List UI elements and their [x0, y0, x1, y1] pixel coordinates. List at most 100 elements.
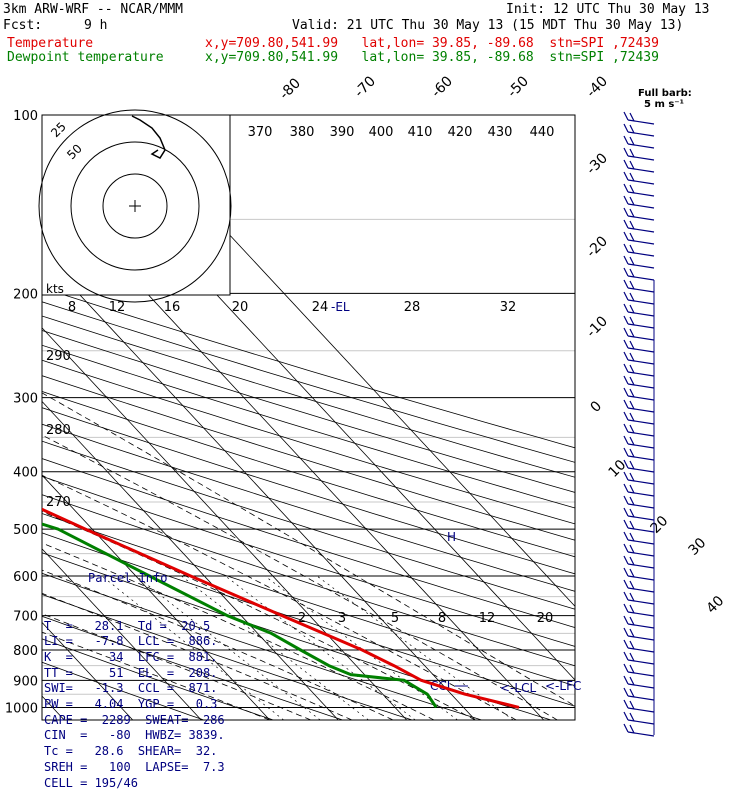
wind-barb — [623, 123, 655, 137]
pressure-label-1000: 1000 — [5, 701, 38, 716]
lfc-label: <-LFC — [545, 679, 581, 693]
wind-barb — [623, 555, 655, 569]
wind-barb — [623, 195, 655, 209]
mixing-ratio-top-label-32: 32 — [500, 300, 517, 315]
pressure-label-300: 300 — [13, 392, 38, 407]
theta-label-380: 380 — [290, 125, 315, 140]
hodograph-ring-0 — [102, 173, 168, 239]
parcel-info-row: CIN = -80 HWBZ= 3839. — [44, 728, 225, 743]
dry-adiabat-350 — [42, 458, 575, 629]
mixing-ratio-top-label-12: 12 — [109, 300, 126, 315]
dry-adiabat-430 — [42, 330, 575, 493]
theta-label-390: 390 — [330, 125, 355, 140]
wind-barb — [623, 567, 655, 581]
isotherm-label-20: 20 — [648, 513, 672, 537]
wind-barb — [623, 159, 655, 173]
mixing-ratio-top-label-24: 24 — [312, 300, 329, 315]
el-label: -EL — [331, 300, 350, 314]
isotherm--10 — [42, 474, 271, 720]
dry-adiabat-290 — [42, 572, 482, 720]
wind-barb — [623, 363, 655, 377]
wind-barb — [623, 411, 655, 425]
isotherm-label--50: -50 — [505, 73, 532, 100]
init-time: Init: 12 UTC Thu 30 May 13 — [506, 2, 710, 17]
dry-adiabat-420 — [42, 344, 575, 509]
barb-legend-line1: Full barb: — [638, 88, 692, 99]
parcel-info-row: SREH = 100 LAPSE= 7.3 — [44, 759, 225, 774]
wind-barb — [623, 615, 655, 629]
isotherm-label--20: -20 — [584, 233, 611, 260]
theta-side-label-280: 280 — [46, 423, 71, 438]
mixing-ratio-top-label-16: 16 — [164, 300, 181, 315]
moist-adiabat-32 — [42, 434, 558, 720]
temperature-profile — [42, 507, 520, 709]
dry-adiabat-250 — [42, 661, 204, 720]
mixing-ratio-2 — [101, 575, 284, 720]
wind-barb — [623, 111, 655, 125]
dry-adiabat-360 — [42, 440, 575, 610]
theta-label-440: 440 — [530, 125, 555, 140]
isotherm-label-30: 30 — [686, 535, 710, 559]
moist-adiabat-26 — [42, 474, 517, 720]
wind-barb — [623, 651, 655, 665]
temperature-location: x,y=709.80,541.99 lat,lon= 39.85, -89.68… — [205, 36, 659, 51]
moist-adiabat-14 — [42, 542, 435, 720]
wind-barb — [623, 339, 655, 353]
wind-barb — [623, 207, 655, 221]
parcel-info-row: K = 34 LFC = 881. — [44, 649, 218, 664]
isotherm-label-40: 40 — [704, 593, 728, 617]
isotherm-label--30: -30 — [584, 150, 611, 177]
dry-adiabat-330 — [42, 494, 575, 667]
pressure-label-500: 500 — [13, 523, 38, 538]
wind-barb — [623, 687, 655, 701]
wind-barb — [623, 543, 655, 557]
parcel-info-row: T = 28.1 Td = 20.5 — [44, 618, 211, 633]
wind-barb — [623, 423, 655, 437]
pressure-label-600: 600 — [13, 570, 38, 585]
isotherm-0 — [42, 400, 339, 720]
moist-adiabat--10 — [42, 631, 270, 720]
wind-barb — [623, 399, 655, 413]
wind-barb — [623, 291, 655, 305]
dewpoint-legend: Dewpoint temperature — [7, 50, 164, 65]
theta-label-420: 420 — [448, 125, 473, 140]
hodograph-units: kts — [46, 282, 64, 296]
mixing-ratio-top-label-28: 28 — [404, 300, 421, 315]
parcel-info-row: CAPE = 2289 SWEAT= 286 — [44, 712, 225, 727]
theta-side-label-270: 270 — [46, 495, 71, 510]
wind-barb — [623, 231, 655, 245]
wind-barb — [623, 483, 655, 497]
dry-adiabat-280 — [42, 593, 413, 720]
pressure-label-200: 200 — [13, 287, 38, 302]
isotherm-label--10: -10 — [584, 313, 611, 340]
wind-barb — [623, 603, 655, 617]
mixing-ratio-low-label-12: 12 — [479, 611, 496, 626]
theta-label-430: 430 — [488, 125, 513, 140]
wind-barb — [623, 135, 655, 149]
parcel-info-row: SWI= -1.3 CCL = 871. — [44, 681, 218, 696]
hodograph-ring-2 — [38, 109, 232, 303]
moist-adiabat-2 — [42, 592, 353, 720]
wind-barb — [623, 699, 655, 713]
wind-barb — [623, 591, 655, 605]
dry-adiabat-260 — [42, 638, 274, 720]
isotherm-label-0: 0 — [588, 398, 606, 416]
mixing-ratio-low-label-2: 2 — [298, 611, 306, 626]
theta-side-label-290: 290 — [46, 349, 71, 364]
wind-barb — [623, 723, 655, 737]
wind-barb — [623, 531, 655, 545]
valid-time: Valid: 21 UTC Thu 30 May 13 (15 MDT Thu … — [292, 18, 684, 33]
parcel-info-row: TT = 51 EL = 208. — [44, 665, 218, 680]
mixing-ratio-top-label-8: 8 — [68, 300, 76, 315]
dry-adiabat-270 — [42, 615, 343, 720]
dry-adiabat-310 — [42, 532, 575, 707]
wind-barb — [623, 663, 655, 677]
dry-adiabat-440 — [42, 315, 575, 478]
dry-adiabat-370 — [42, 423, 575, 592]
hodograph-trace — [131, 115, 166, 159]
wind-barb — [623, 459, 655, 473]
model-title: 3km ARW-WRF -- NCAR/MMM — [3, 2, 184, 17]
wind-barb — [623, 267, 655, 281]
wind-barb — [623, 507, 655, 521]
theta-label-400: 400 — [369, 125, 394, 140]
